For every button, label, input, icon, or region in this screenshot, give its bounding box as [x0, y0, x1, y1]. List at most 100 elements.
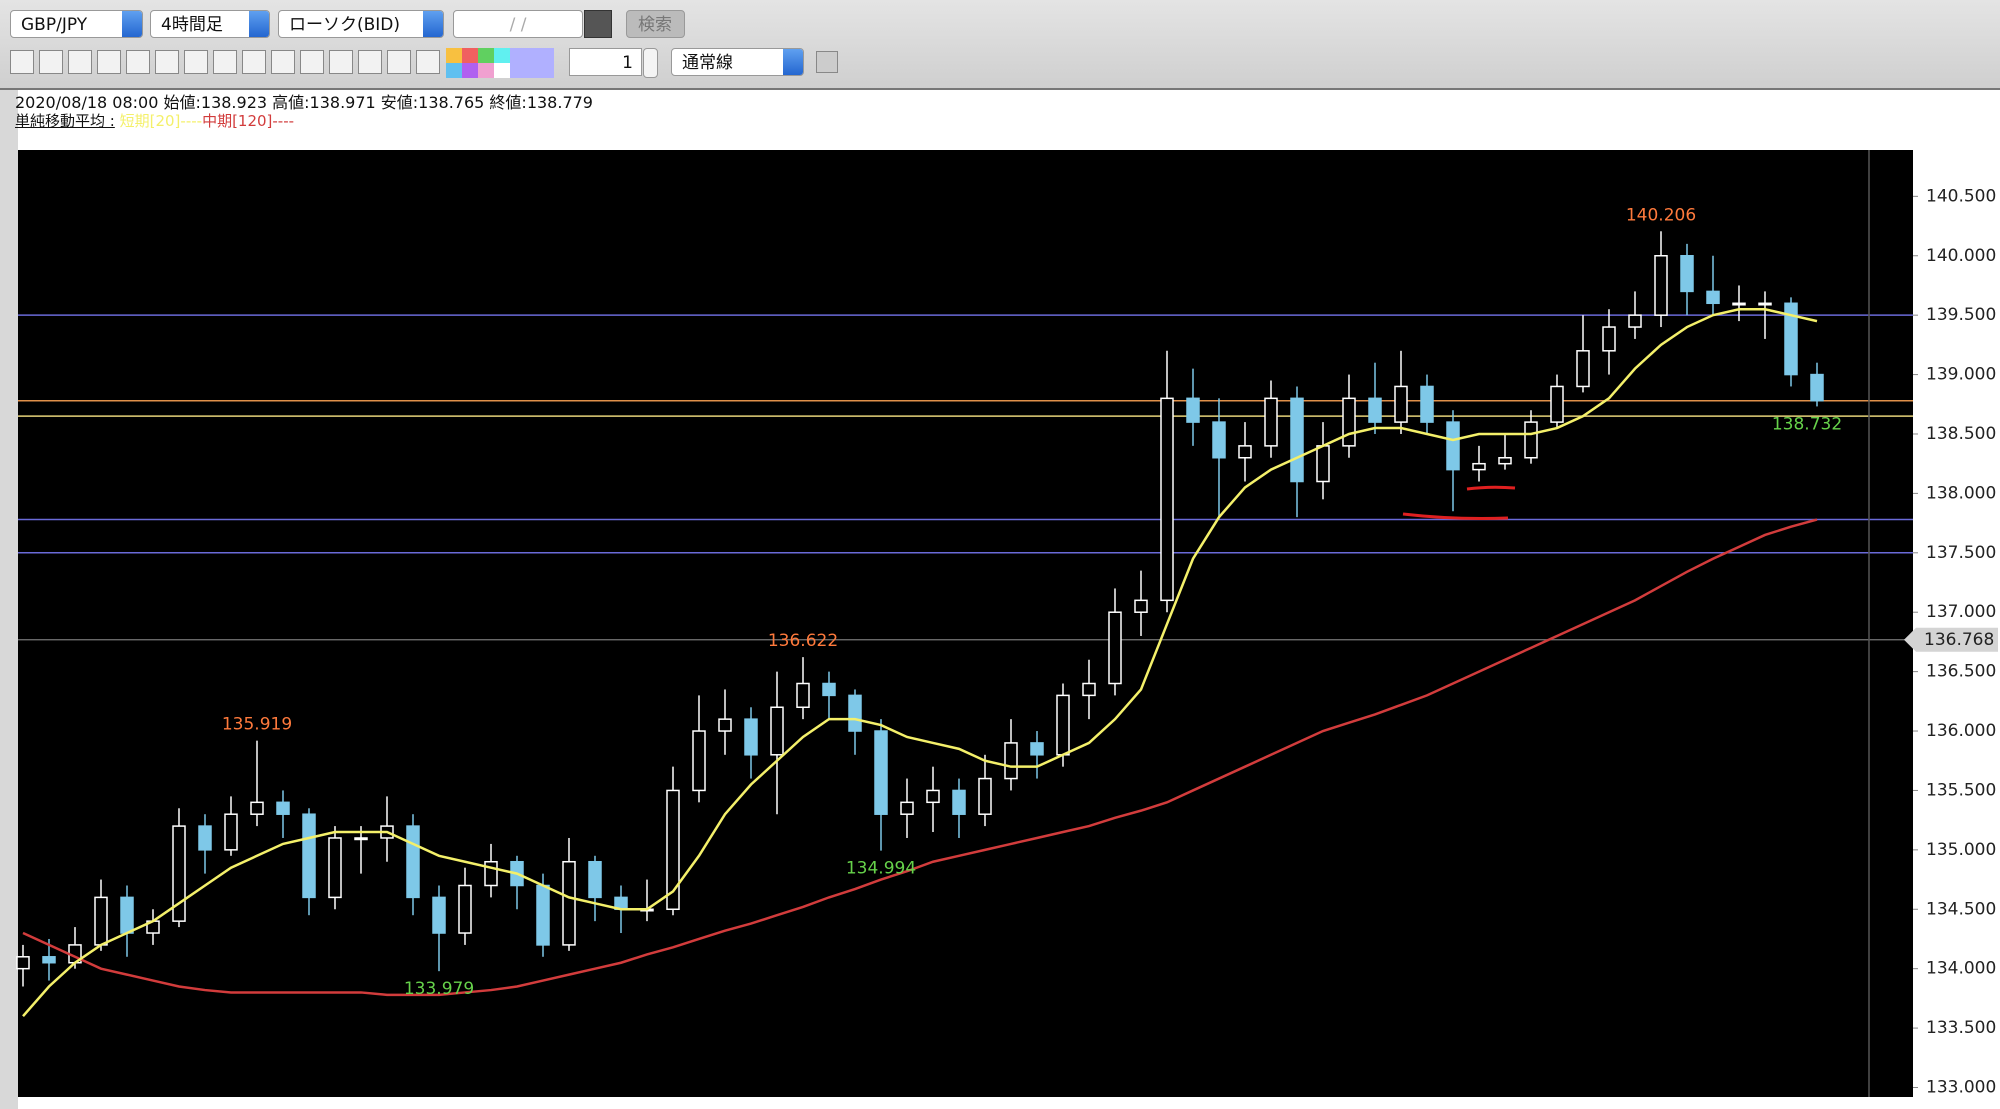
tool-icon[interactable] [387, 50, 411, 74]
date-dropdown[interactable] [584, 10, 612, 38]
candle-body [1628, 314, 1642, 328]
high-label: 136.622 [768, 631, 838, 651]
candle-body [302, 813, 316, 899]
candle-body [484, 860, 498, 887]
info-area [18, 88, 2000, 150]
y-tick-label: 136.000 [1926, 721, 1996, 741]
candle-body [1602, 326, 1616, 352]
date-input[interactable]: / / [453, 10, 583, 38]
candle-body [250, 801, 264, 815]
candle-body [1446, 421, 1460, 471]
search: 検索 [638, 15, 672, 35]
candle-body [1238, 445, 1252, 459]
candle-body [1394, 385, 1408, 423]
y-tick-label: 135.000 [1926, 840, 1996, 860]
apply-icon[interactable] [816, 51, 838, 73]
y-tick-label: 140.500 [1926, 186, 1996, 206]
candle-body [666, 789, 680, 911]
ma-legend: 単純移動平均 : 短期[20]----中期[120]---- [15, 110, 294, 131]
candle-body [848, 694, 862, 732]
date: / / [509, 15, 527, 35]
candle-body [1524, 421, 1538, 459]
candle-body [796, 682, 810, 709]
low-label: 133.979 [404, 979, 474, 999]
tool-icon[interactable] [358, 50, 382, 74]
y-tick-label: 137.000 [1926, 602, 1996, 622]
candle-body [276, 801, 290, 815]
tool-icon[interactable] [242, 50, 266, 74]
candle-body [1576, 350, 1590, 388]
legend-entry: 短期[20]---- [119, 112, 203, 130]
candle-body [1264, 397, 1278, 447]
candle-body [120, 896, 134, 934]
candle-body [900, 801, 914, 815]
candle-body [1680, 255, 1694, 293]
low-label: 134.994 [846, 859, 916, 879]
candle-body [874, 730, 888, 815]
tool-icon[interactable] [126, 50, 150, 74]
candle-body [1160, 397, 1174, 602]
tool-icon[interactable] [184, 50, 208, 74]
candle-body [744, 718, 758, 756]
high-label: 135.919 [222, 715, 292, 735]
candle-body [1758, 302, 1772, 306]
candle-body [198, 825, 212, 851]
low-label: 138.732 [1772, 414, 1842, 434]
y-tick-label: 140.000 [1926, 246, 1996, 266]
y-tick-label: 136.500 [1926, 662, 1996, 682]
y-tick-label: 137.500 [1926, 543, 1996, 563]
candle-body [432, 896, 446, 934]
tool-icon[interactable] [155, 50, 179, 74]
hand-mark [1402, 512, 1509, 520]
tool-icon[interactable] [39, 50, 63, 74]
tool-icon[interactable] [213, 50, 237, 74]
candle-body [1342, 397, 1356, 447]
price-tag-label: 136.768 [1924, 630, 1994, 650]
line-style-select[interactable]: 通常線 [671, 48, 804, 76]
line-width: 1 [622, 53, 633, 73]
tool-icon[interactable] [68, 50, 92, 74]
pair-select[interactable]: GBP/JPY [10, 10, 143, 38]
candle-body [1498, 456, 1512, 465]
chart-type-select[interactable]: ローソク(BID) [278, 10, 444, 38]
search-button[interactable]: 検索 [626, 10, 685, 38]
candle-body [1290, 397, 1304, 483]
line-width-input[interactable]: 1 [569, 48, 642, 76]
timeframe: 4時間足 [161, 15, 223, 35]
tool-icon[interactable] [329, 50, 353, 74]
candle-body [562, 860, 576, 946]
ma-label: 単純移動平均 : [15, 112, 115, 130]
candle-body [1056, 694, 1070, 756]
candle-body [1472, 462, 1486, 471]
y-tick-label: 138.000 [1926, 483, 1996, 503]
candle-body [822, 682, 836, 697]
timeframe-select[interactable]: 4時間足 [150, 10, 270, 38]
tool-icon[interactable] [300, 50, 324, 74]
candle-body [1368, 397, 1382, 423]
high-label: 140.206 [1626, 205, 1696, 225]
candle-body [1654, 255, 1668, 316]
candle-body [354, 837, 368, 841]
candle-body [1784, 302, 1798, 376]
candle-body [692, 730, 706, 792]
candle-body [406, 825, 420, 899]
color-palette[interactable] [446, 48, 555, 78]
candle-body [458, 884, 472, 934]
tool-icon[interactable] [97, 50, 121, 74]
candle-body [1108, 611, 1122, 685]
tool-icon[interactable] [10, 50, 34, 74]
plot-area [18, 150, 1913, 1097]
candle-body [42, 956, 56, 964]
spinner[interactable] [643, 48, 658, 78]
candle-body [1732, 302, 1746, 306]
candle-body [172, 825, 186, 922]
candle-body [1030, 742, 1044, 756]
y-tick-label: 135.500 [1926, 780, 1996, 800]
y-tick-label: 133.500 [1926, 1018, 1996, 1038]
candle-body [1082, 682, 1096, 697]
tool-icon[interactable] [271, 50, 295, 74]
candle-body [926, 789, 940, 804]
y-tick-label: 134.500 [1926, 899, 1996, 919]
pair: GBP/JPY [21, 15, 88, 35]
tool-icon[interactable] [416, 50, 440, 74]
